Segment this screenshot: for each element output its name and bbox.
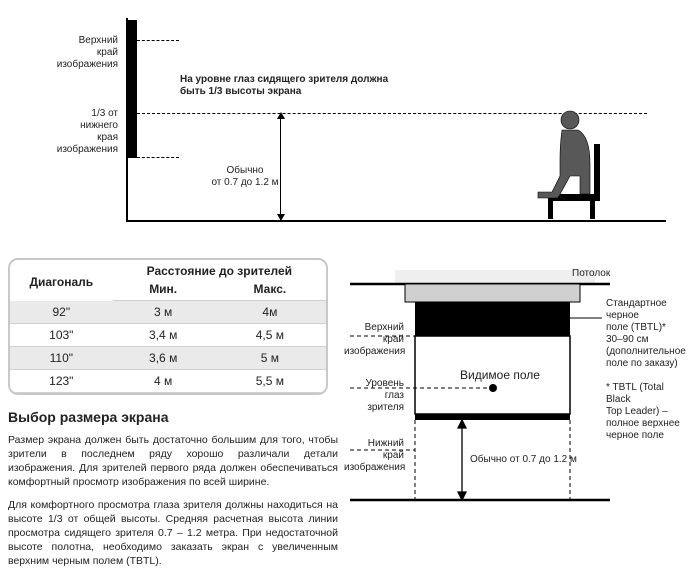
col-distance-group: Расстояние до зрителей	[113, 260, 326, 278]
table-row: 123"4 м5,5 м	[10, 370, 326, 393]
table-cell: 123"	[10, 370, 113, 393]
text-block: Выбор размера экрана Размер экрана долже…	[8, 408, 338, 576]
label-tbtl-note: * TBTL (Total BlackTop Leader) –полное в…	[606, 382, 688, 442]
col-diagonal: Диагональ	[10, 260, 113, 301]
screen-edge-bar	[128, 20, 137, 158]
top-diagram: Верхнийкрайизображения 1/3 отнижнегокрая…	[0, 0, 690, 235]
table-cell: 92"	[10, 301, 113, 324]
table-cell: 110"	[10, 347, 113, 370]
distance-table: Диагональ Расстояние до зрителей Мин. Ма…	[8, 258, 328, 395]
label-lower-edge: Нижнийкрайизображения	[344, 438, 404, 474]
label-eye-note: На уровне глаз сидящего зрителя должнабы…	[180, 74, 440, 98]
dash-top-edge	[137, 40, 179, 41]
table-cell: 3,4 м	[113, 324, 214, 347]
label-eye-level: Уровень глаззрителя	[344, 378, 404, 414]
label-upper-edge: Верхнийкрайизображения	[8, 35, 118, 71]
table-row: 110"3,6 м5 м	[10, 347, 326, 370]
table-row: 92"3 м4м	[10, 301, 326, 324]
paragraph-1: Размер экрана должен быть достаточно бол…	[8, 433, 338, 490]
table-cell: 4,5 м	[214, 324, 326, 347]
label-upper-edge-2: Верхнийкрайизображения	[344, 322, 404, 358]
label-usual-height: Обычноот 0.7 до 1.2 м	[210, 165, 280, 189]
table-cell: 4м	[214, 301, 326, 324]
col-min: Мин.	[113, 278, 214, 301]
col-max: Макс.	[214, 278, 326, 301]
bottom-diagram: Потолок Верхнийкрайизображения Уровень г…	[350, 260, 690, 580]
table-cell: 5 м	[214, 347, 326, 370]
label-usual-height-2: Обычно от 0.7 до 1.2 м	[470, 454, 577, 466]
table-cell: 5,5 м	[214, 370, 326, 393]
table-cell: 103"	[10, 324, 113, 347]
dash-bottom-edge	[137, 157, 179, 158]
table-cell: 3,6 м	[113, 347, 214, 370]
heading: Выбор размера экрана	[8, 408, 338, 427]
viewer-icon	[530, 104, 640, 222]
paragraph-2: Для комфортного просмотра глаза зрителя …	[8, 498, 338, 569]
label-third: 1/3 отнижнегокраяизображения	[8, 108, 118, 156]
table-cell: 4 м	[113, 370, 214, 393]
label-tbtl-std: Стандартное черноеполе (TBTL)*30–90 см(д…	[606, 298, 688, 370]
label-visible-field: Видимое поле	[460, 368, 540, 382]
table-row: 103"3,4 м4,5 м	[10, 324, 326, 347]
label-ceiling: Потолок	[572, 268, 610, 280]
table-cell: 3 м	[113, 301, 214, 324]
height-arrow	[280, 113, 281, 220]
